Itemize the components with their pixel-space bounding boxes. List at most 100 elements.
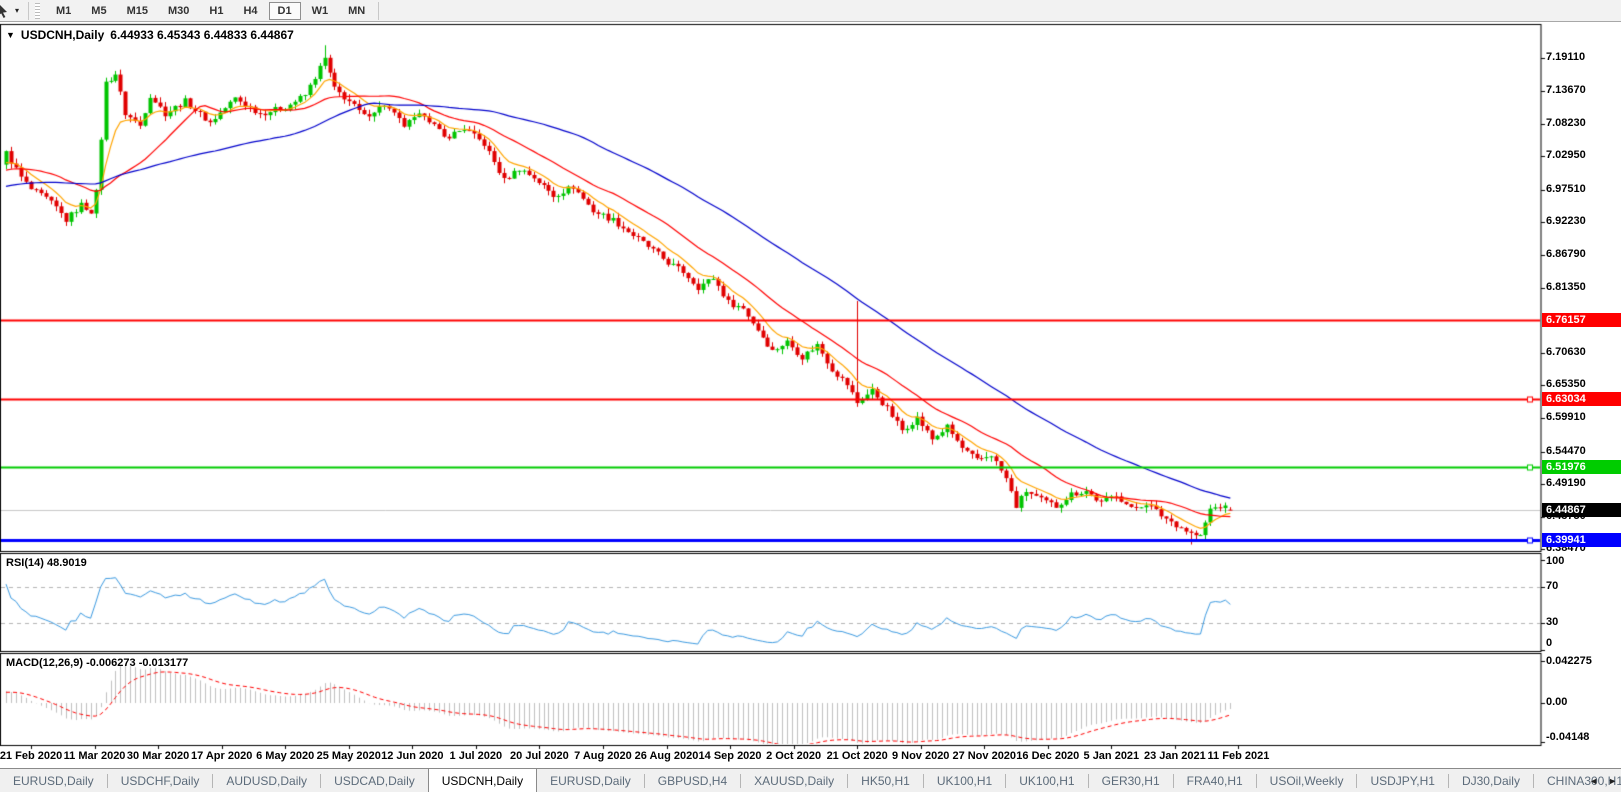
symbol-tab-usoil-weekly[interactable]: USOil,Weekly — [1269, 773, 1344, 788]
symbol-tabbar: EURUSD,Daily USDCHF,Daily AUDUSD,Daily USDC… — [0, 768, 1621, 792]
price-axis-tick: 6.65350 — [1546, 378, 1586, 391]
rsi-axis-tick: 100 — [1546, 555, 1565, 567]
date-axis-label: 26 Aug 2020 — [634, 750, 699, 762]
symbol-tab-audusd-daily[interactable]: AUDUSD,Daily — [226, 773, 308, 788]
rsi-axis-tick: 30 — [1546, 616, 1559, 628]
chart-title: ▼ USDCNH,Daily 6.44933 6.45343 6.44833 6… — [6, 28, 294, 42]
tab-divider — [1005, 773, 1007, 788]
symbol-tab-usdcad-daily[interactable]: USDCAD,Daily — [334, 773, 415, 788]
macd-main-value: -0.006273 — [86, 657, 136, 669]
chevron-down-icon[interactable]: ▾ — [15, 6, 20, 15]
tab-divider — [1356, 773, 1358, 788]
date-axis-label: 20 Jul 2020 — [510, 750, 569, 762]
hline-price-label[interactable]: 6.39941 — [1542, 533, 1621, 547]
date-axis-label: 21 Feb 2020 — [0, 750, 63, 762]
timeframe-toolbar: ▾ M1 M5 M15 M30 H1 H4 D1 W1 MN — [0, 0, 1621, 22]
price-axis-tick: 6.86790 — [1546, 247, 1586, 260]
rsi-indicator-label: RSI(14) 48.9019 — [6, 557, 87, 569]
price-axis-tick: 6.97510 — [1546, 182, 1586, 195]
date-axis-label: 21 Oct 2020 — [826, 750, 888, 762]
chart-ohlc-values: 6.44933 6.45343 6.44833 6.44867 — [110, 28, 294, 42]
timeframe-button-m15[interactable]: M15 — [118, 2, 157, 20]
symbol-tab-usdchf-daily[interactable]: USDCHF,Daily — [120, 773, 200, 788]
toolbar-separator — [28, 1, 30, 20]
timeframe-button-h1[interactable]: H1 — [200, 2, 232, 20]
tab-scroll-buttons: ◄ ► — [1589, 769, 1617, 792]
symbol-tab-hk50-h1[interactable]: HK50,H1 — [861, 773, 910, 788]
symbol-tab-eurusd-daily[interactable]: EURUSD,Daily — [550, 773, 631, 788]
timeframe-button-h4[interactable]: H4 — [234, 2, 266, 20]
symbol-tab-uk100-h1[interactable]: UK100,H1 — [936, 773, 993, 788]
rsi-axis-tick: 70 — [1546, 580, 1559, 592]
current-price-label: 6.44867 — [1542, 503, 1621, 517]
date-axis-label: 25 May 2020 — [316, 750, 381, 762]
tab-divider — [740, 773, 742, 788]
rsi-name: RSI(14) — [6, 557, 44, 569]
symbol-tab-xauusd-daily[interactable]: XAUUSD,Daily — [754, 773, 835, 788]
price-axis-tick: 6.49190 — [1546, 476, 1586, 489]
timeframe-button-d1[interactable]: D1 — [268, 1, 301, 20]
date-axis-label: 2 Oct 2020 — [766, 750, 822, 762]
price-axis-tick: 7.19110 — [1546, 51, 1586, 63]
tab-divider — [212, 773, 214, 788]
macd-indicator-label: MACD(12,26,9) -0.006273 -0.013177 — [6, 657, 188, 669]
timeframe-button-w1[interactable]: W1 — [303, 2, 338, 20]
hline-price-label[interactable]: 6.63034 — [1542, 392, 1621, 406]
toolbar-drag-handle[interactable] — [35, 2, 41, 19]
tab-scroll-left-icon[interactable]: ◄ — [1589, 776, 1599, 786]
symbol-tab-usdjpy-h1[interactable]: USDJPY,H1 — [1370, 773, 1435, 788]
price-axis-tick: 7.02950 — [1546, 149, 1586, 162]
symbol-tab-eurusd-daily[interactable]: EURUSD,Daily — [13, 773, 94, 788]
date-axis-label: 17 Apr 2020 — [190, 750, 253, 762]
hline-price-label[interactable]: 6.51976 — [1542, 460, 1621, 474]
symbol-tab-usdcnh-daily[interactable]: USDCNH,Daily — [427, 769, 538, 792]
symbol-tab-gbpusd-h4[interactable]: GBPUSD,H4 — [657, 773, 728, 788]
macd-name: MACD(12,26,9) — [6, 657, 84, 669]
date-axis-label: 14 Sep 2020 — [698, 750, 762, 762]
date-axis-label: 6 May 2020 — [256, 750, 315, 762]
price-axis-tick: 7.13670 — [1546, 84, 1586, 97]
macd-axis-tick: -0.04148 — [1546, 731, 1590, 743]
rsi-axis-tick: 0 — [1546, 637, 1553, 649]
toolbar-separator — [378, 1, 380, 20]
symbol-tabs: EURUSD,Daily USDCHF,Daily AUDUSD,Daily USDC… — [0, 769, 1621, 792]
chart-symbol-label: USDCNH,Daily — [20, 28, 105, 42]
date-axis-label: 7 Aug 2020 — [574, 750, 632, 762]
tab-divider — [1255, 773, 1257, 788]
hline-price-label[interactable]: 6.76157 — [1542, 313, 1621, 327]
timeframe-button-group: M1 M5 M15 M30 H1 H4 D1 W1 MN — [46, 1, 375, 20]
symbol-tab-china300-h1[interactable]: CHINA300,H1 — [1546, 773, 1621, 788]
timeframe-button-mn[interactable]: MN — [339, 2, 374, 20]
price-axis-tick: 6.59910 — [1546, 411, 1586, 424]
tab-divider — [922, 773, 924, 788]
macd-axis-tick: 0.042275 — [1546, 655, 1592, 667]
date-axis-label: 11 Feb 2021 — [1207, 750, 1270, 762]
symbol-tab-ger30-h1[interactable]: GER30,H1 — [1101, 773, 1160, 788]
timeframe-button-m30[interactable]: M30 — [159, 2, 198, 20]
macd-signal-value: -0.013177 — [138, 657, 189, 669]
date-axis-label: 12 Jun 2020 — [381, 750, 444, 762]
price-axis-tick: 6.70630 — [1546, 346, 1586, 359]
date-axis-label: 11 Mar 2020 — [63, 750, 126, 762]
symbol-tab-fra40-h1[interactable]: FRA40,H1 — [1186, 773, 1243, 788]
symbol-tab-dj30-daily[interactable]: DJ30,Daily — [1461, 773, 1520, 788]
tab-scroll-right-icon[interactable]: ► — [1608, 776, 1617, 786]
symbol-tab-uk100-h1[interactable]: UK100,H1 — [1019, 773, 1075, 788]
price-axis-tick: 6.81350 — [1546, 280, 1586, 293]
chart-title-dropdown-icon[interactable]: ▼ — [6, 30, 15, 40]
tab-divider — [643, 773, 645, 788]
date-axis-label: 30 Mar 2020 — [126, 750, 190, 762]
date-axis-label: 1 Jul 2020 — [449, 750, 503, 762]
date-axis-label: 23 Jan 2021 — [1144, 750, 1206, 762]
tab-divider — [1532, 773, 1534, 788]
price-axis-tick: 7.08230 — [1546, 117, 1586, 130]
timeframe-button-m5[interactable]: M5 — [82, 2, 115, 20]
tab-divider — [847, 773, 849, 788]
date-axis-label: 9 Nov 2020 — [891, 750, 950, 762]
timeframe-button-m1[interactable]: M1 — [47, 2, 80, 20]
price-axis-tick: 6.92230 — [1546, 214, 1586, 227]
date-axis-label: 5 Jan 2021 — [1083, 750, 1140, 762]
cursor-tool-icon[interactable] — [0, 3, 11, 19]
